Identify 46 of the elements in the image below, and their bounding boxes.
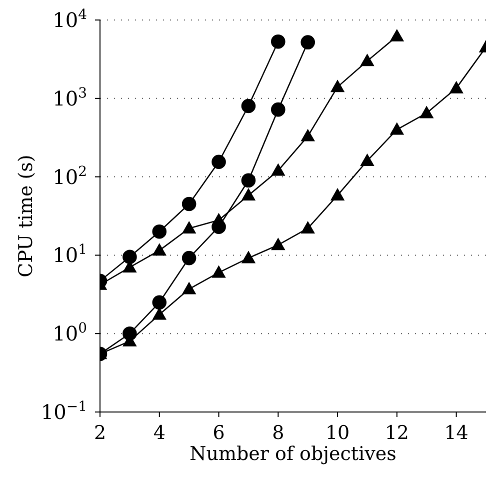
point bbox=[272, 238, 285, 250]
point bbox=[242, 188, 256, 200]
y-tick-label: 10$^{0}$ bbox=[52, 320, 87, 346]
point bbox=[360, 54, 374, 66]
point bbox=[182, 222, 196, 234]
point bbox=[152, 244, 166, 256]
y-tick-label: 10$^{4}$ bbox=[52, 7, 88, 32]
point bbox=[271, 34, 286, 49]
point bbox=[182, 282, 196, 294]
x-tick-label: 14 bbox=[444, 422, 468, 444]
point bbox=[272, 164, 285, 176]
point bbox=[420, 106, 434, 118]
point bbox=[212, 266, 226, 278]
x-tick-label: 10 bbox=[325, 422, 350, 444]
point bbox=[390, 122, 404, 135]
x-tick-label: 4 bbox=[153, 422, 166, 444]
point bbox=[182, 250, 196, 266]
y-tick-label: 10$^{3}$ bbox=[52, 85, 87, 110]
point bbox=[330, 188, 344, 200]
point bbox=[330, 80, 344, 92]
point bbox=[242, 251, 256, 264]
y-axis-title: CPU time (s) bbox=[15, 154, 37, 278]
y-tick-label: 10$^{−1}$ bbox=[40, 399, 87, 424]
point bbox=[301, 222, 314, 234]
y-tick-label: 10$^{1}$ bbox=[52, 242, 87, 268]
point bbox=[390, 30, 404, 42]
point bbox=[122, 250, 137, 264]
x-tick-label: 8 bbox=[272, 422, 284, 444]
point bbox=[152, 224, 167, 239]
point bbox=[450, 82, 463, 94]
point bbox=[212, 154, 226, 170]
x-tick-label: 2 bbox=[94, 422, 106, 444]
point bbox=[241, 98, 256, 114]
point bbox=[300, 35, 315, 50]
x-axis-title: Number of objectives bbox=[190, 443, 396, 465]
point bbox=[360, 154, 374, 166]
point bbox=[241, 173, 256, 188]
x-tick-label: 12 bbox=[384, 422, 410, 444]
y-tick-label: 10$^{2}$ bbox=[52, 164, 87, 189]
point bbox=[212, 213, 226, 226]
point bbox=[301, 130, 314, 142]
point bbox=[152, 295, 167, 310]
point bbox=[152, 308, 166, 320]
point bbox=[271, 102, 286, 117]
point bbox=[182, 196, 196, 212]
x-tick-label: 6 bbox=[212, 422, 225, 444]
